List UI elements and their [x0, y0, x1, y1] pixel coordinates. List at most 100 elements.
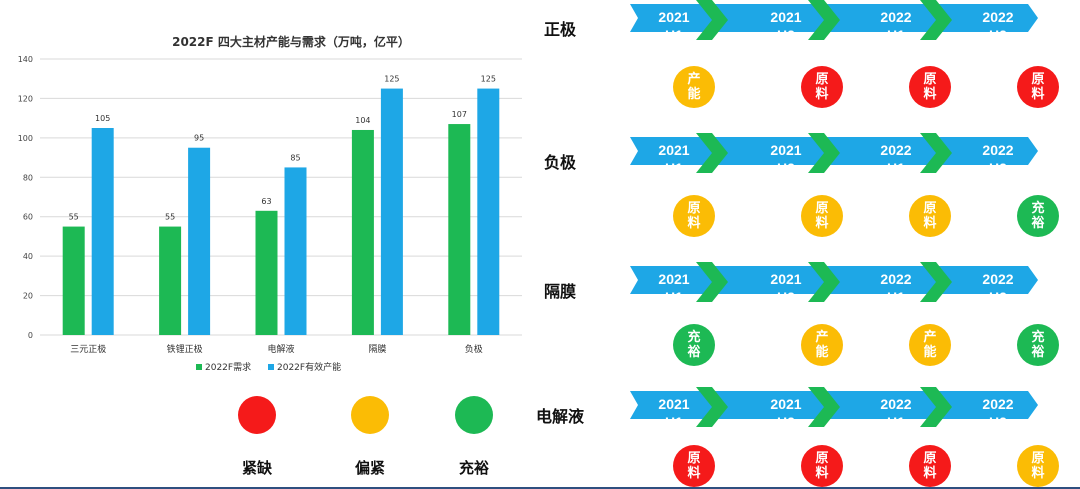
timeline-period: 2022 H1 [862, 391, 930, 433]
bar [351, 129, 374, 335]
status-badge-char: 料 [687, 216, 701, 231]
period-year: 2021 [770, 271, 802, 287]
period-half: H2 [989, 160, 1007, 176]
period-half: H2 [777, 414, 795, 430]
y-tick-label: 20 [23, 292, 33, 301]
timeline-period: 2021 H1 [640, 391, 708, 433]
timeline-period: 2021 H2 [752, 137, 820, 179]
data-label: 55 [69, 213, 79, 222]
timeline-period: 2021 H2 [752, 266, 820, 308]
chevron-right-icon [696, 262, 728, 302]
chevron-right-icon [920, 133, 952, 173]
bar [62, 226, 85, 335]
period-year: 2021 [658, 396, 690, 412]
status-badge-char: 料 [1031, 87, 1045, 102]
data-label: 63 [261, 197, 271, 206]
chart-title: 2022F 四大主材产能与需求（万吨，亿平） [172, 34, 410, 49]
status-badge: 产能 [909, 324, 951, 366]
status-badge-char: 能 [687, 87, 701, 102]
period-year: 2022 [982, 396, 1014, 412]
status-badge-char: 原 [815, 72, 829, 87]
period-year: 2021 [658, 271, 690, 287]
timeline-period: 2021 H1 [640, 266, 708, 308]
timeline-period: 2021 H2 [752, 4, 820, 46]
x-tick-label: 铁锂正极 [167, 343, 203, 355]
period-half: H1 [665, 160, 683, 176]
status-badge-char: 充 [687, 330, 701, 345]
data-label: 125 [384, 75, 399, 84]
status-badge: 产能 [801, 324, 843, 366]
status-badge-char: 料 [923, 216, 937, 231]
status-badge-char: 产 [923, 330, 937, 345]
status-badge: 原料 [909, 195, 951, 237]
material-label: 隔膜 [543, 282, 576, 301]
period-year: 2022 [982, 271, 1014, 287]
status-badge-char: 料 [815, 216, 829, 231]
status-badge: 充裕 [1017, 324, 1059, 366]
status-badge-char: 料 [815, 87, 829, 102]
material-label: 电解液 [535, 407, 584, 426]
period-half: H1 [665, 414, 683, 430]
period-half: H2 [989, 27, 1007, 43]
status-badge-char: 原 [1031, 451, 1045, 466]
bar [188, 147, 211, 335]
bar [448, 124, 471, 335]
status-tight-key [351, 396, 389, 434]
period-year: 2021 [658, 142, 690, 158]
timeline-band [630, 0, 1038, 40]
period-half: H2 [777, 160, 795, 176]
status-badge: 充裕 [673, 324, 715, 366]
period-year: 2021 [770, 142, 802, 158]
status-badge-char: 充 [1031, 330, 1045, 345]
x-tick-label: 负极 [465, 343, 483, 355]
timeline-period: 2021 H2 [752, 391, 820, 433]
chevron-right-icon [808, 0, 840, 40]
chevron-right-icon [920, 0, 952, 40]
chevron-right-icon [696, 133, 728, 173]
timeline-period: 2021 H1 [640, 4, 708, 46]
bar [477, 88, 500, 335]
status-badge: 原料 [1017, 66, 1059, 108]
data-label: 85 [290, 153, 300, 162]
status-badge-char: 充 [1031, 201, 1045, 216]
chevron-right-icon [808, 262, 840, 302]
status-badge: 原料 [909, 66, 951, 108]
y-tick-label: 40 [23, 252, 33, 261]
timeline-period: 2022 H2 [964, 137, 1032, 179]
status-badge-char: 原 [687, 451, 701, 466]
status-badge-char: 能 [923, 345, 937, 360]
period-half: H1 [887, 27, 905, 43]
material-label: 负极 [543, 153, 576, 172]
status-badge: 原料 [801, 195, 843, 237]
status-badge-char: 产 [815, 330, 829, 345]
status-badge-char: 料 [923, 466, 937, 481]
status-badge: 原料 [801, 66, 843, 108]
period-half: H1 [887, 160, 905, 176]
status-badge-char: 裕 [687, 345, 701, 360]
period-year: 2021 [770, 396, 802, 412]
period-year: 2022 [982, 142, 1014, 158]
timeline-band [630, 262, 1038, 302]
legend-swatch [268, 364, 274, 370]
status-badge: 原料 [673, 445, 715, 487]
status-badge: 产能 [673, 66, 715, 108]
period-year: 2022 [880, 9, 912, 25]
timeline-period: 2022 H2 [964, 4, 1032, 46]
period-half: H1 [665, 289, 683, 305]
timeline-period: 2022 H1 [862, 137, 930, 179]
status-ample-key [455, 396, 493, 434]
status-badge-char: 能 [815, 345, 829, 360]
y-tick-label: 80 [23, 173, 33, 182]
x-tick-label: 电解液 [267, 343, 294, 355]
status-badge: 原料 [801, 445, 843, 487]
status-badge-char: 料 [815, 466, 829, 481]
chevron-right-icon [696, 0, 728, 40]
bar [284, 167, 307, 335]
legend-label: 2022F需求 [205, 361, 251, 373]
timeline-period: 2022 H1 [862, 266, 930, 308]
bar [380, 88, 403, 335]
chevron-right-icon [920, 387, 952, 427]
status-badge: 充裕 [1017, 195, 1059, 237]
chevron-right-icon [696, 387, 728, 427]
period-half: H1 [887, 289, 905, 305]
